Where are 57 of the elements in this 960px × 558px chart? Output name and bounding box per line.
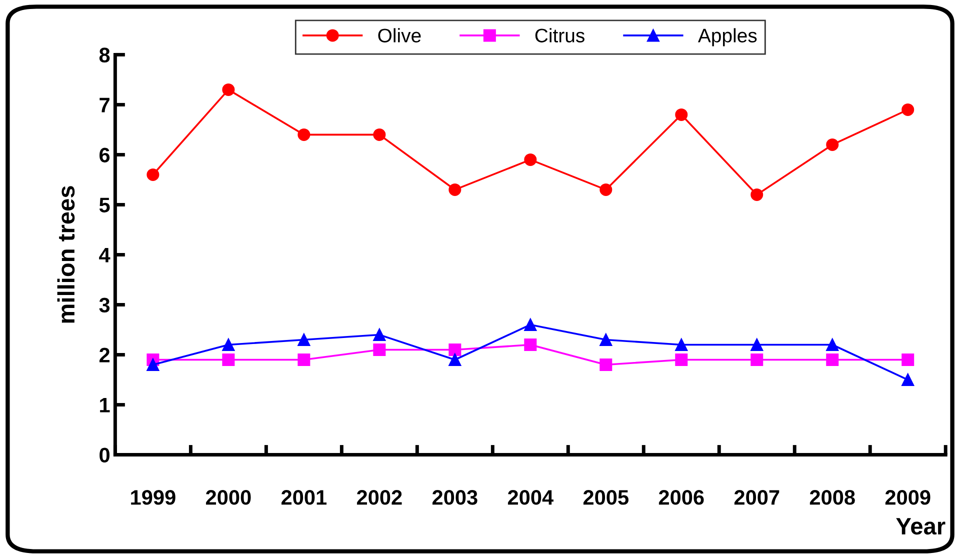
point <box>600 183 612 196</box>
y-tick-label: 8 <box>99 48 110 62</box>
point <box>222 338 235 351</box>
y-axis-title: million trees <box>57 186 75 323</box>
point <box>298 333 310 346</box>
point <box>524 338 537 351</box>
x-tick-label: 2007 <box>734 490 780 505</box>
point <box>448 183 462 196</box>
legend-label: Apples <box>698 28 757 46</box>
x-axis-title: Year <box>896 518 946 535</box>
legend-label: Olive <box>378 28 421 42</box>
point <box>298 128 310 141</box>
point <box>902 103 914 116</box>
point <box>373 328 386 341</box>
point <box>902 374 914 386</box>
x-tick-label: 2006 <box>658 490 704 505</box>
point <box>826 338 839 351</box>
y-tick-label: 4 <box>99 248 110 262</box>
point <box>222 83 235 96</box>
point <box>146 358 160 371</box>
point <box>524 153 537 166</box>
point <box>373 343 386 356</box>
point <box>750 338 764 351</box>
point <box>448 354 462 366</box>
x-tick-label: 2003 <box>432 490 478 505</box>
point <box>524 318 537 331</box>
legend-label: Citrus <box>535 28 584 42</box>
y-tick-label: 5 <box>99 198 110 212</box>
point <box>373 128 386 141</box>
y-tick-label: 1 <box>100 398 110 412</box>
point <box>675 108 688 121</box>
y-tick-label: 3 <box>99 298 110 313</box>
x-tick-label: 2001 <box>281 490 327 505</box>
y-tick-label: 6 <box>100 148 110 162</box>
y-tick-label: 0 <box>100 448 110 463</box>
y-tick-label: 7 <box>100 98 110 112</box>
x-tick-label: 2009 <box>885 490 930 505</box>
y-tick-label: 2 <box>99 348 110 362</box>
x-tick-label: 1999 <box>131 490 176 505</box>
point <box>448 343 462 356</box>
point <box>750 354 764 366</box>
point <box>146 168 160 181</box>
point <box>600 333 612 346</box>
x-tick-label: 2000 <box>206 490 251 505</box>
point <box>675 354 688 366</box>
point <box>222 354 235 366</box>
point <box>902 354 914 366</box>
point <box>826 354 839 366</box>
x-tick-label: 2005 <box>583 490 628 505</box>
x-tick-label: 2008 <box>810 490 855 505</box>
x-tick-label: 2002 <box>356 490 402 505</box>
point <box>600 358 612 371</box>
point <box>298 354 310 366</box>
point <box>675 338 688 351</box>
point <box>750 188 764 201</box>
x-tick-label: 2004 <box>508 490 554 505</box>
point <box>826 138 839 151</box>
